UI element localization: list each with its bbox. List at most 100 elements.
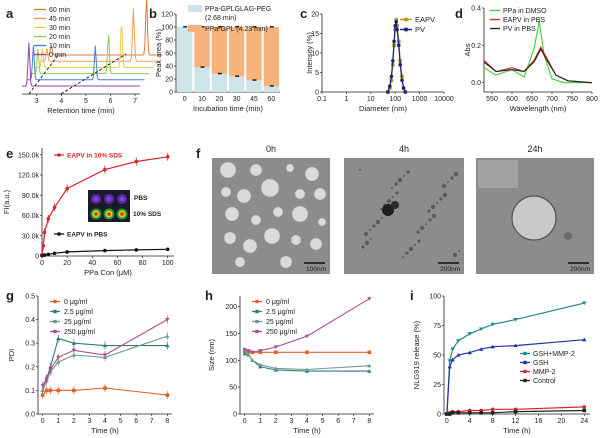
data-point (490, 411, 495, 415)
y-tick-label: 200 (225, 304, 237, 311)
panel-letter: a (6, 6, 14, 21)
aggregate-particle (447, 181, 449, 183)
y-tick-label: 0.2 (25, 364, 35, 371)
time-label: 4h (399, 144, 409, 154)
x-tick-label: 3 (289, 418, 293, 425)
legend-label: EAPV in PBS (67, 232, 108, 239)
legend-marker (255, 329, 259, 334)
legend-marker (255, 299, 259, 304)
aggregate-particle (381, 217, 383, 219)
vesicle (249, 163, 263, 177)
x-tick-label: 7 (352, 418, 356, 425)
x-tick-label: 1000 (412, 96, 428, 103)
x-tick-label: 800 (586, 96, 598, 103)
chromatogram-trace (22, 42, 140, 87)
y-tick-label: 0.2 (471, 43, 481, 50)
x-axis-label: Wavelength (nm) (510, 104, 567, 113)
y-tick-label: 20 (165, 77, 173, 84)
legend-label: PV in PBS (503, 26, 536, 33)
vesicle (219, 161, 237, 179)
x-tick-label: 100 (389, 96, 401, 103)
y-tick-label: 0.4 (471, 6, 481, 13)
legend-label: 10 min (49, 43, 70, 50)
aggregate-particle (453, 171, 459, 177)
x-tick-label: 0 (40, 260, 44, 267)
panel-i: 0 25 50 75 100 0 4 8 12 16 20 24 Time (h) NLG919 rele… (412, 294, 590, 435)
x-axis-label: PPa Con (μM) (84, 268, 132, 277)
x-tick-label: 0 (41, 418, 45, 425)
legend-label: PV (415, 25, 425, 34)
y-tick-label: 25 (433, 382, 441, 389)
x-tick-label: 5 (321, 418, 325, 425)
data-point (456, 339, 461, 343)
aggregate-particle (442, 192, 448, 198)
bar-segment (263, 86, 279, 92)
data-point (450, 411, 455, 415)
vesicle (317, 217, 327, 227)
y-tick-label: 120 (161, 12, 173, 19)
vesicle (223, 231, 237, 245)
vesicle (309, 237, 323, 251)
panel-letter: c (300, 6, 307, 21)
legend-marker (53, 309, 57, 314)
legend-label: 20 min (49, 34, 70, 41)
legend-label: 30 min (49, 25, 70, 32)
legend-marker (57, 153, 61, 157)
legend-marker (53, 329, 57, 334)
x-tick-label: 7 (133, 98, 137, 105)
error-bar (269, 26, 274, 28)
y-tick-label: 90.0k (22, 193, 40, 200)
data-point (513, 343, 518, 348)
bar-segment (246, 80, 262, 92)
aggregate-particle (458, 250, 460, 252)
vesicle (313, 187, 327, 201)
legend-swatch (188, 5, 202, 12)
aggregate-particle (439, 197, 443, 201)
panel-letter: h (205, 288, 213, 303)
y-tick-label: 0.0 (25, 412, 35, 419)
x-tick-label: 3 (87, 418, 91, 425)
spectrum-line (483, 46, 593, 84)
well-center (93, 196, 99, 202)
aggregate-particle (452, 252, 458, 258)
legend-label: PPa-GPLGLAG-PEG (205, 6, 271, 13)
legend-marker (404, 27, 408, 32)
x-tick-label: 24 (580, 418, 588, 425)
aggregate-particle (392, 196, 394, 198)
data-point (490, 322, 495, 327)
aggregate-cluster (391, 201, 399, 209)
vesicle (279, 255, 293, 269)
data-point (582, 337, 587, 342)
well-center (119, 196, 125, 202)
x-tick-label: 600 (506, 96, 518, 103)
data-point (396, 43, 401, 47)
legend-swatch (188, 25, 202, 32)
data-point (65, 250, 69, 254)
data-point (250, 350, 255, 355)
bar-segment (194, 67, 210, 92)
x-tick-label: 80 (139, 260, 147, 267)
data-point (242, 351, 247, 356)
y-axis-label: PDI (7, 349, 16, 362)
aggregate-cluster (382, 204, 394, 216)
scale-bar-label: 200nm (570, 266, 590, 273)
data-point (479, 327, 484, 332)
x-tick-label: 40 (88, 260, 96, 267)
aggregate-particle (395, 191, 399, 195)
data-point (513, 318, 518, 322)
aggregate-particle (416, 230, 420, 234)
x-tick-label: 100 (162, 260, 174, 267)
legend-label: 45 min (49, 16, 70, 23)
bar-segment (246, 27, 262, 81)
x-tick-label: 1 (258, 418, 262, 425)
data-point (103, 248, 107, 253)
error-bar (252, 79, 257, 81)
data-point (246, 353, 251, 357)
aggregate-particle (405, 251, 409, 255)
data-point (386, 90, 390, 94)
data-point (304, 367, 310, 372)
data-point (367, 350, 372, 355)
data-point (490, 407, 495, 412)
x-tick-label: 45 (250, 96, 258, 103)
x-tick-label: 0.1 (317, 96, 327, 103)
